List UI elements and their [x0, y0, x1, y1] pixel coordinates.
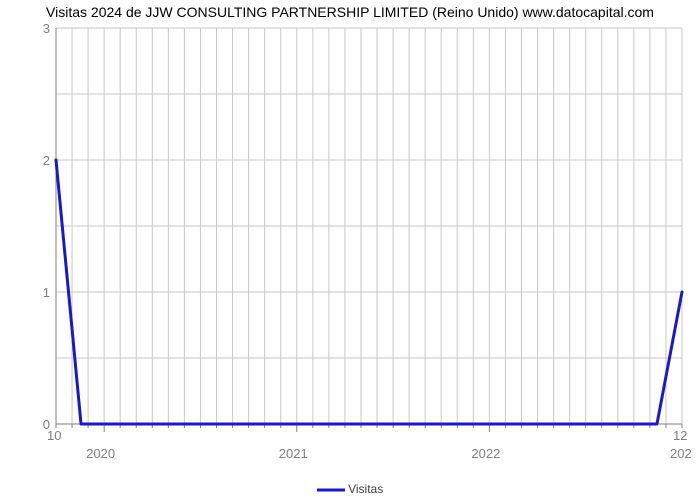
- legend-label: Visitas: [348, 482, 383, 496]
- y-tick-label: 0: [22, 417, 50, 432]
- y-tick-label: 1: [22, 285, 50, 300]
- chart-title: Visitas 2024 de JJW CONSULTING PARTNERSH…: [0, 4, 700, 20]
- legend: Visitas: [0, 482, 700, 496]
- x-major-label: 2022: [471, 446, 500, 461]
- x-major-label: 2020: [86, 446, 115, 461]
- chart-svg: [0, 0, 700, 500]
- x-major-label: 2021: [279, 446, 308, 461]
- x-secondary-label: 10: [47, 428, 61, 443]
- y-tick-label: 3: [22, 21, 50, 36]
- x-secondary-label: 12: [673, 428, 687, 443]
- x-major-label: 202: [670, 446, 692, 461]
- legend-swatch: [317, 485, 345, 495]
- y-tick-label: 2: [22, 153, 50, 168]
- chart-container: Visitas 2024 de JJW CONSULTING PARTNERSH…: [0, 0, 700, 500]
